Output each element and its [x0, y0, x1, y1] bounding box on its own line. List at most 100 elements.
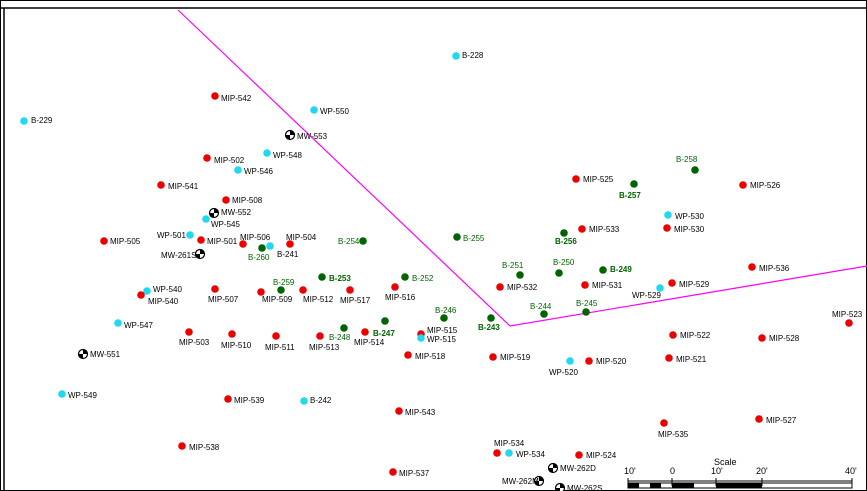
- map-point-mip-501[interactable]: MIP-501: [197, 236, 238, 246]
- map-point-b-245[interactable]: B-245: [576, 299, 598, 316]
- map-point-b-246[interactable]: B-246: [435, 306, 457, 322]
- map-point-wp-546[interactable]: WP-546: [234, 166, 273, 176]
- map-point-wp-547[interactable]: WP-547: [114, 319, 153, 330]
- map-point-b-229[interactable]: B-229: [20, 116, 53, 125]
- map-point-mip-525[interactable]: MIP-525: [572, 175, 614, 184]
- map-point-mip-506[interactable]: MIP-506: [239, 233, 271, 248]
- map-point-wp-501[interactable]: WP-501: [157, 231, 194, 240]
- map-point-mip-519[interactable]: MIP-519: [489, 353, 531, 362]
- point-label: MIP-519: [500, 353, 531, 362]
- map-point-wp-534[interactable]: WP-534: [505, 449, 545, 459]
- map-point-b-247[interactable]: B-247: [373, 317, 395, 338]
- map-point-mw-262m[interactable]: MW-262M: [502, 475, 545, 487]
- map-point-mip-536[interactable]: MIP-536: [748, 263, 790, 273]
- map-point-mip-526[interactable]: MIP-526: [739, 181, 781, 190]
- map-point-wp-515[interactable]: WP-515: [417, 334, 456, 344]
- map-point-b-250[interactable]: B-250: [553, 258, 575, 277]
- map-point-mip-508[interactable]: MIP-508: [222, 196, 263, 205]
- map-point-b-251[interactable]: B-251: [502, 261, 524, 279]
- wp-point-icon: [114, 319, 122, 327]
- map-point-b-256[interactable]: B-256: [555, 229, 577, 246]
- map-point-mip-532[interactable]: MIP-532: [496, 283, 538, 292]
- map-point-mip-509[interactable]: MIP-509: [257, 288, 293, 304]
- map-point-wp-520[interactable]: WP-520: [549, 357, 578, 377]
- map-point-mw-551[interactable]: MW-551: [77, 348, 121, 360]
- map-point-mip-520[interactable]: MIP-520: [585, 357, 627, 366]
- map-point-mip-538[interactable]: MIP-538: [178, 442, 220, 452]
- map-point-mip-510[interactable]: MIP-510: [221, 330, 252, 350]
- map-point-mip-543[interactable]: MIP-543: [395, 407, 436, 417]
- map-point-mip-513[interactable]: MIP-513: [309, 332, 340, 352]
- map-point-b-258[interactable]: B-258: [676, 155, 699, 174]
- map-point-wp-548[interactable]: WP-548: [263, 149, 302, 160]
- map-point-b-253[interactable]: B-253: [318, 273, 351, 283]
- map-point-mw-261s[interactable]: MW-261S: [161, 248, 206, 261]
- point-label: MW-262S: [567, 484, 602, 491]
- map-point-mip-511[interactable]: MIP-511: [265, 332, 295, 352]
- map-point-mip-539[interactable]: MIP-539: [224, 395, 265, 405]
- mip-point-icon: [346, 286, 354, 294]
- map-point-b-254[interactable]: B-254: [338, 237, 367, 246]
- map-point-b-249[interactable]: B-249: [599, 265, 632, 274]
- map-point-mip-514[interactable]: MIP-514: [354, 328, 385, 347]
- map-point-wp-549[interactable]: WP-549: [58, 390, 97, 400]
- point-label: MIP-508: [232, 196, 263, 205]
- map-point-b-248[interactable]: B-248: [329, 324, 351, 342]
- map-point-mip-529[interactable]: MIP-529: [668, 279, 710, 289]
- map-point-mip-530[interactable]: MIP-530: [663, 224, 705, 234]
- map-point-mip-534[interactable]: MIP-534: [493, 439, 525, 457]
- map-point-mip-533[interactable]: MIP-533: [578, 225, 620, 234]
- mip-point-icon: [197, 236, 205, 244]
- map-point-mip-512[interactable]: MIP-512: [299, 286, 334, 304]
- map-point-mip-503[interactable]: MIP-503: [179, 328, 210, 347]
- map-point-mw-262d[interactable]: MW-262D: [547, 462, 597, 474]
- map-point-mip-521[interactable]: MIP-521: [665, 354, 707, 364]
- map-point-b-257[interactable]: B-257: [619, 180, 641, 200]
- map-point-mip-517[interactable]: MIP-517: [340, 286, 371, 305]
- map-point-mip-537[interactable]: MIP-537: [389, 468, 430, 478]
- map-point-b-242[interactable]: B-242: [300, 396, 332, 405]
- map-point-mip-527[interactable]: MIP-527: [755, 415, 797, 425]
- map-point-mip-507[interactable]: MIP-507: [208, 285, 239, 304]
- map-point-wp-530[interactable]: WP-530: [664, 211, 704, 221]
- map-point-wp-545[interactable]: WP-545: [202, 215, 240, 229]
- map-point-b-255[interactable]: B-255: [453, 233, 485, 243]
- map-point-mw-553[interactable]: MW-553: [284, 129, 328, 142]
- map-point-wp-529[interactable]: WP-529: [632, 284, 664, 300]
- map-point-mip-535[interactable]: MIP-535: [658, 419, 689, 439]
- point-label: MIP-536: [759, 264, 790, 273]
- map-point-mip-541[interactable]: MIP-541: [157, 181, 199, 191]
- map-point-b-259[interactable]: B-259: [273, 278, 295, 294]
- map-point-mip-504[interactable]: MIP-504: [286, 233, 317, 248]
- map-point-b-252[interactable]: B-252: [401, 273, 434, 283]
- point-label: B-259: [273, 278, 295, 287]
- map-point-mip-522[interactable]: MIP-522: [669, 331, 711, 340]
- point-label: MIP-539: [234, 396, 265, 405]
- map-point-wp-540[interactable]: WP-540: [143, 285, 182, 295]
- map-point-mip-518[interactable]: MIP-518: [404, 351, 446, 361]
- map-point-b-228[interactable]: B-228: [452, 51, 484, 60]
- map-point-mw-262s[interactable]: MW-262S: [554, 482, 603, 491]
- map-point-mw-552[interactable]: MW-552: [208, 207, 252, 219]
- boring-point-icon: [258, 244, 266, 252]
- map-point-mip-523[interactable]: MIP-523: [832, 310, 863, 327]
- boring-point-icon: [277, 286, 285, 294]
- map-point-b-260[interactable]: B-260: [248, 244, 270, 262]
- point-label: WP-546: [244, 167, 273, 176]
- map-point-mip-542[interactable]: MIP-542: [211, 92, 252, 103]
- map-point-b-244[interactable]: B-244: [530, 302, 552, 318]
- map-point-mip-531[interactable]: MIP-531: [581, 281, 623, 290]
- point-label: WP-530: [675, 212, 704, 221]
- map-point-mip-524[interactable]: MIP-524: [575, 451, 617, 460]
- map-point-wp-550[interactable]: WP-550: [310, 106, 349, 116]
- map-point-b-243[interactable]: B-243: [478, 314, 500, 332]
- boring-point-icon: [560, 229, 568, 237]
- map-point-mip-505[interactable]: MIP-505: [100, 237, 141, 246]
- sample-points-layer: B-228 B-229 MIP-542 WP-550 MW-553 WP-548 MIP-5…: [20, 51, 863, 491]
- map-point-mip-528[interactable]: MIP-528: [758, 334, 800, 343]
- map-point-mip-502[interactable]: MIP-502: [203, 154, 245, 165]
- map-point-mip-516[interactable]: MIP-516: [385, 283, 416, 302]
- map-point-mip-540[interactable]: MIP-540: [137, 291, 179, 306]
- map-point-b-241[interactable]: B-241: [266, 242, 299, 259]
